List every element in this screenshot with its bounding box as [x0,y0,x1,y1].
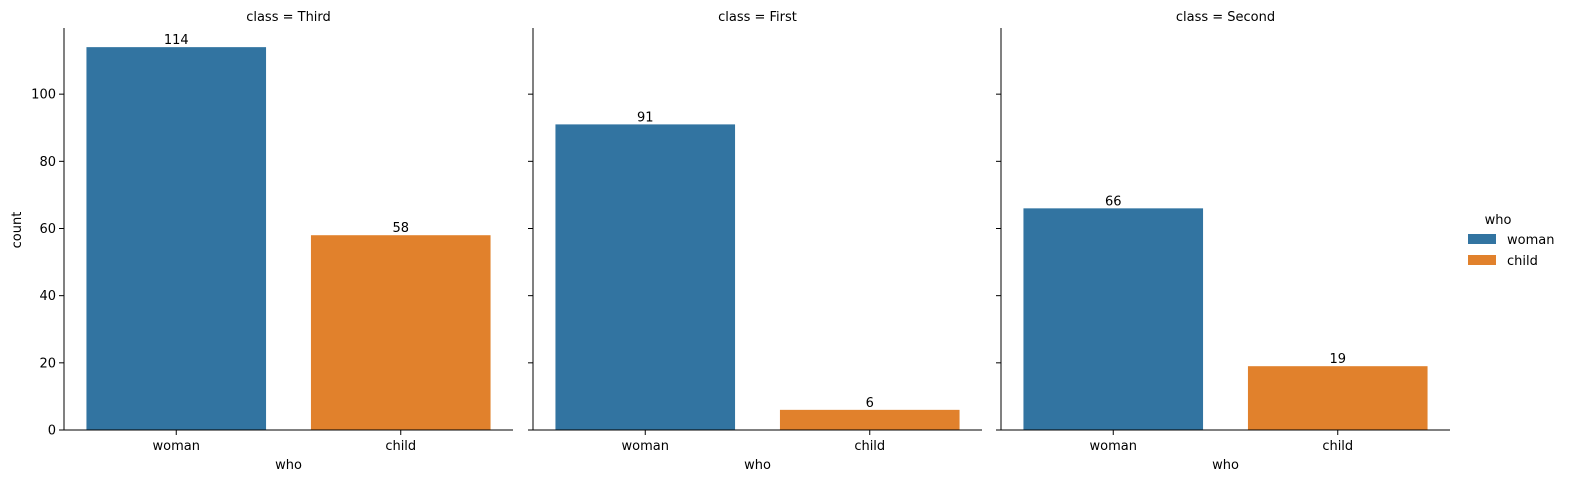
y-axis-title: count [10,212,25,249]
bar-child [1247,366,1428,430]
x-tick-label: woman [1090,439,1137,454]
legend-label: woman [1507,233,1554,248]
y-tick-label: 40 [39,289,56,304]
y-axis-title-group: count [10,212,25,249]
bar-value-label: 19 [1329,352,1346,367]
x-axis-title: who [744,458,771,473]
x-tick-label: child [1322,439,1353,454]
y-tick-label: 100 [31,88,56,103]
facets: class = Third 114 woman 58 child 0 20 40 60 80 100… [31,10,1450,473]
facet-title: class = First [718,10,797,25]
x-axis-title: who [1212,458,1239,473]
bar-value-label: 66 [1105,194,1122,209]
legend-swatch-child [1468,255,1496,265]
legend: who woman child [1468,213,1554,269]
bar-value-label: 58 [392,221,409,236]
x-tick-label: woman [622,439,669,454]
y-tick-label: 0 [48,424,56,439]
bar-value-label: 114 [164,33,189,48]
x-tick-label: child [385,439,416,454]
x-tick-label: child [854,439,885,454]
facet-title: class = Third [246,10,331,25]
x-axis-title: who [275,458,302,473]
y-tick-label: 60 [39,222,56,237]
bar-woman [86,47,267,431]
x-tick-label: woman [153,439,200,454]
facet-panel: class = First 91 woman 6 child who [528,10,982,473]
bar-woman [555,124,736,431]
facet-title: class = Second [1176,10,1275,25]
bar-child [310,235,491,430]
bar-child [779,409,960,430]
legend-swatch-woman [1468,234,1496,244]
facet-panel: class = Third 114 woman 58 child 0 20 40 60 80 100… [31,10,513,473]
y-tick-label: 20 [39,356,56,371]
bar-value-label: 6 [866,396,874,411]
bar-value-label: 91 [637,110,654,125]
facet-panel: class = Second 66 woman 19 child who [996,10,1450,473]
y-tick-label: 80 [39,155,56,170]
legend-title: who [1485,213,1512,228]
legend-label: child [1507,254,1538,269]
bar-woman [1023,208,1204,430]
